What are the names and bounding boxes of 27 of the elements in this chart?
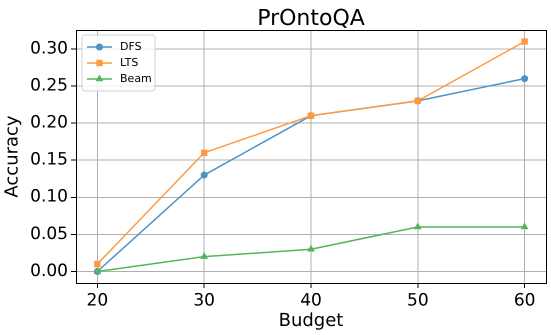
x-tick-label: 60 <box>514 290 536 311</box>
legend-label: Beam <box>120 72 152 85</box>
point <box>200 172 208 179</box>
legend-label: LTS <box>120 56 138 69</box>
y-tick-label: 0.30 <box>30 38 68 58</box>
x-tick-label: 40 <box>300 290 322 311</box>
point <box>200 252 208 259</box>
x-tick-label: 20 <box>86 290 108 311</box>
y-tick-label: 0.00 <box>30 260 68 281</box>
point <box>520 222 529 230</box>
point <box>94 260 101 268</box>
y-tick-label: 0.15 <box>30 150 68 170</box>
point <box>414 222 422 230</box>
x-axis-title: Budget <box>278 310 344 331</box>
y-tick-label: 0.10 <box>30 186 68 207</box>
point <box>521 38 528 45</box>
chart-title: PrOntoQA <box>257 6 365 31</box>
x-tick-label: 50 <box>407 290 429 311</box>
y-axis-title: Accuracy <box>2 115 23 198</box>
point <box>307 244 315 252</box>
y-tick-label: 0.20 <box>30 112 68 133</box>
legend-label: DFS <box>120 40 142 53</box>
y-tick-label: 0.05 <box>30 224 68 244</box>
x-tick-label: 30 <box>193 290 215 311</box>
point <box>521 75 528 82</box>
point <box>201 150 208 156</box>
y-tick-label: 0.25 <box>30 75 68 96</box>
